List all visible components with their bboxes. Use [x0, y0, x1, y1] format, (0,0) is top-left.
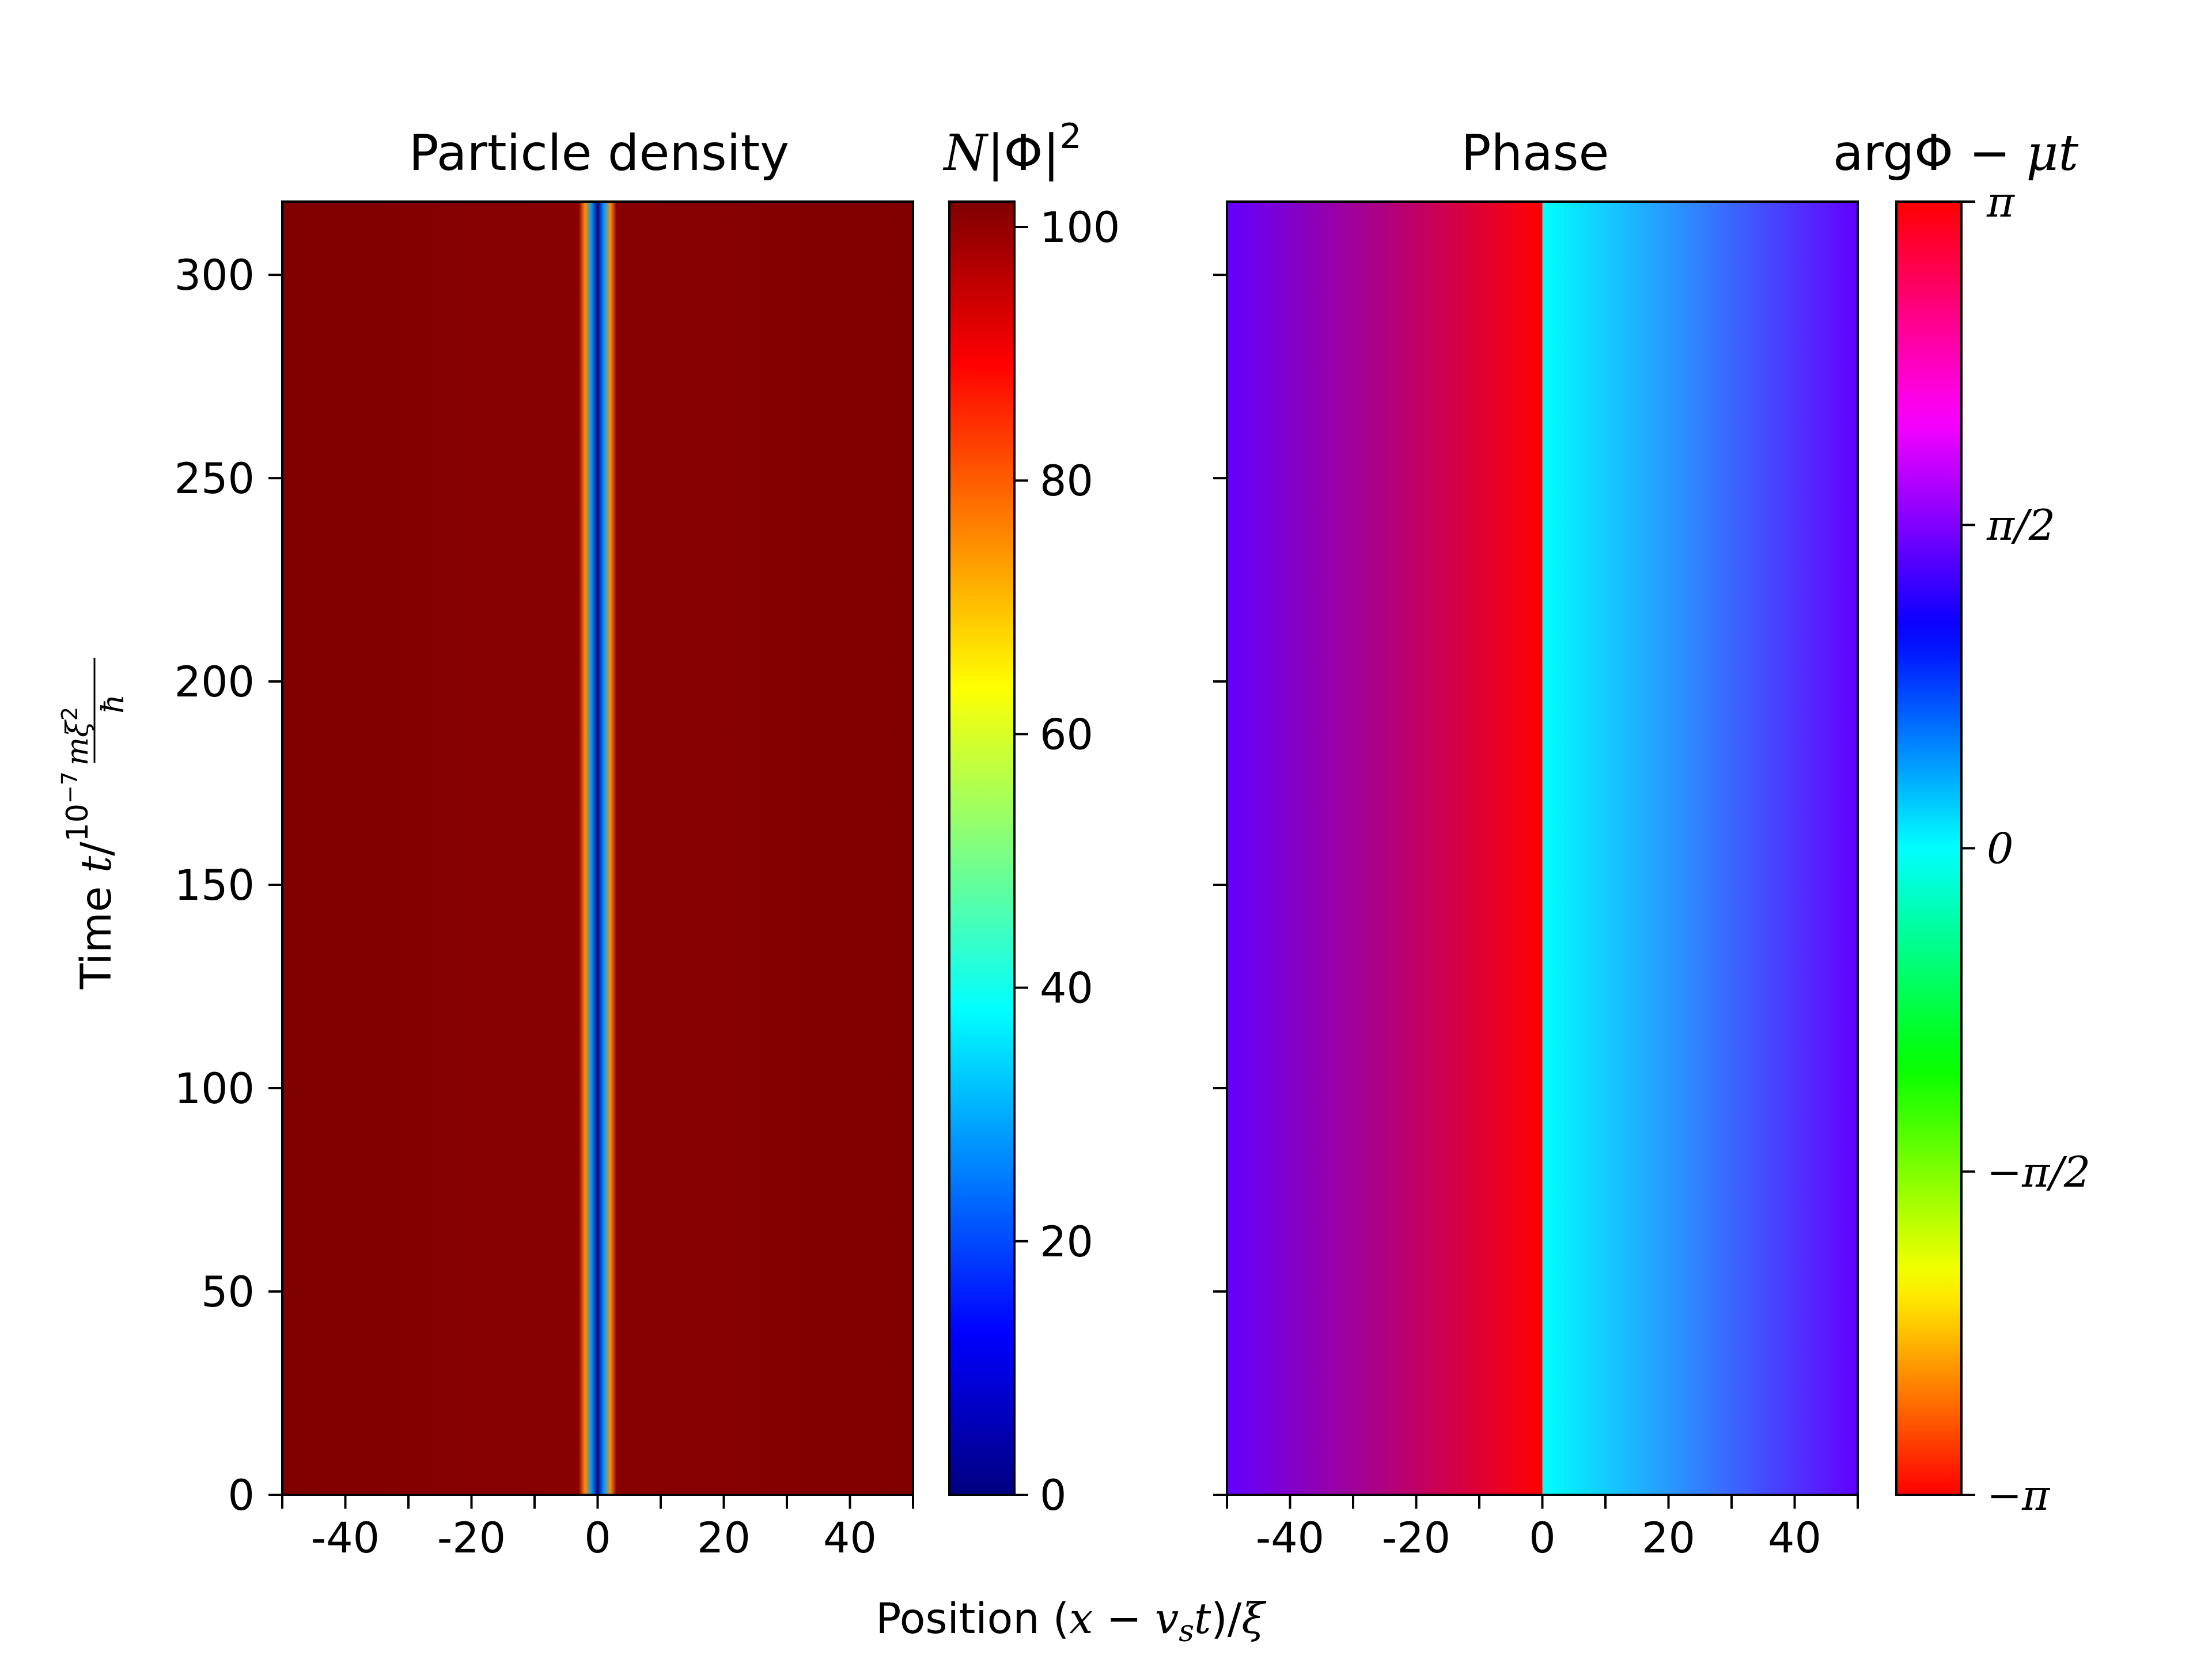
phase-x-tick-label: 20: [1642, 1514, 1695, 1563]
phase-colorbar-tick-label: −π: [1987, 1471, 2051, 1520]
density-colorbar-tick-label: 100: [1040, 203, 1120, 252]
phase-x-tick-label: 40: [1768, 1514, 1821, 1563]
density-colorbar-tick-label: 0: [1040, 1471, 1066, 1520]
density-colorbar-tick-label: 40: [1040, 964, 1093, 1013]
phase-panel: -40 -20 0 20 40 Phase: [1213, 124, 1859, 1563]
density-panel: -40 -20 0 20 40 0 50 100 150 200 250 300 Particle …: [175, 124, 914, 1563]
density-x-axis: -40 -20 0 20 40: [281, 1495, 914, 1563]
density-colorbar-tick-label: 80: [1040, 457, 1093, 506]
phase-x-tick-label: 0: [1529, 1514, 1555, 1563]
phase-colorbar-tick-label: π: [1986, 178, 2016, 227]
phase-colorbar-tick-label: −π/2: [1987, 1148, 2090, 1197]
density-colorbar-ticks: 0 20 40 60 80 100: [1014, 203, 1120, 1520]
density-heatmap: [282, 202, 913, 1495]
density-y-axis: 0 50 100 150 200 250 300: [175, 251, 282, 1520]
phase-colorbar-fill: [1896, 202, 1961, 1495]
phase-colorbar-tick-label: 0: [1987, 825, 2013, 874]
density-title: Particle density: [409, 124, 789, 182]
phase-heatmap: [1227, 202, 1858, 1495]
density-colorbar-fill: [949, 202, 1014, 1495]
phase-title: Phase: [1461, 124, 1609, 182]
density-x-tick-label: -20: [437, 1514, 506, 1563]
density-colorbar-tick-label: 60: [1040, 710, 1093, 759]
density-y-tick-label: 0: [228, 1471, 255, 1520]
density-colorbar-label: N|Φ|2: [942, 116, 1081, 182]
svg-text:ħ: ħ: [96, 694, 131, 714]
density-y-tick-label: 300: [175, 251, 255, 300]
y-axis-label: Time t/10−7mξ2 ħ: [57, 658, 131, 990]
density-colorbar: N|Φ|2 0 20 40 60 80 100: [942, 116, 1120, 1520]
density-x-tick-label: 0: [584, 1514, 611, 1563]
phase-y-axis: [1213, 274, 1227, 1496]
phase-colorbar: argΦ − μt −π −π/2 0 π/2 π: [1833, 124, 2090, 1520]
density-y-tick-label: 100: [175, 1065, 255, 1113]
phase-x-axis: -40 -20 0 20 40: [1226, 1495, 1859, 1563]
density-x-tick-label: -40: [311, 1514, 380, 1563]
density-y-tick-label: 150: [175, 861, 255, 910]
x-axis-label: Position (x − vst)/ξ: [876, 1594, 1267, 1649]
density-y-tick-label: 200: [175, 658, 255, 707]
phase-colorbar-ticks: −π −π/2 0 π/2 π: [1961, 178, 2090, 1520]
density-x-tick-label: 40: [823, 1514, 877, 1563]
phase-x-tick-label: -40: [1256, 1514, 1324, 1563]
phase-colorbar-label: argΦ − μt: [1833, 124, 2078, 182]
density-x-tick-label: 20: [697, 1514, 751, 1563]
density-colorbar-tick-label: 20: [1040, 1218, 1093, 1267]
phase-colorbar-tick-label: π/2: [1986, 501, 2055, 550]
density-colorbar-frame: [948, 200, 1016, 1496]
svg-text:Time t/10−7mξ2: Time t/10−7mξ2: [57, 707, 121, 990]
phase-x-tick-label: -20: [1382, 1514, 1450, 1563]
density-y-tick-label: 50: [201, 1268, 255, 1317]
density-y-tick-label: 250: [175, 454, 255, 503]
